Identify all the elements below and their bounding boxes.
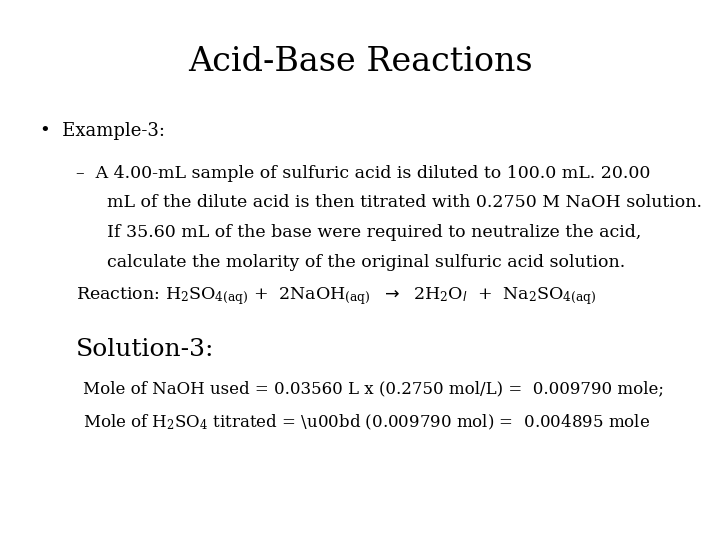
Text: •  Example-3:: • Example-3: (40, 122, 165, 139)
Text: If 35.60 mL of the base were required to neutralize the acid,: If 35.60 mL of the base were required to… (107, 224, 641, 241)
Text: calculate the molarity of the original sulfuric acid solution.: calculate the molarity of the original s… (107, 254, 625, 271)
Text: –  A 4.00-mL sample of sulfuric acid is diluted to 100.0 mL. 20.00: – A 4.00-mL sample of sulfuric acid is d… (76, 165, 650, 181)
Text: Acid-Base Reactions: Acid-Base Reactions (188, 46, 532, 78)
Text: Mole of H$\mathregular{_2}$SO$\mathregular{_4}$ titrated = \u00bd (0.009790 mol): Mole of H$\mathregular{_2}$SO$\mathregul… (83, 413, 650, 433)
Text: Mole of NaOH used = 0.03560 L x (0.2750 mol/L) =  0.009790 mole;: Mole of NaOH used = 0.03560 L x (0.2750 … (83, 381, 664, 397)
Text: mL of the dilute acid is then titrated with 0.2750 M NaOH solution.: mL of the dilute acid is then titrated w… (107, 194, 701, 211)
Text: Solution-3:: Solution-3: (76, 338, 214, 361)
Text: Reaction: $\mathregular{H_2SO_{4(aq)}}$ +  2NaOH$\mathregular{_{(aq)}}$  $\right: Reaction: $\mathregular{H_2SO_{4(aq)}}$ … (76, 285, 596, 307)
